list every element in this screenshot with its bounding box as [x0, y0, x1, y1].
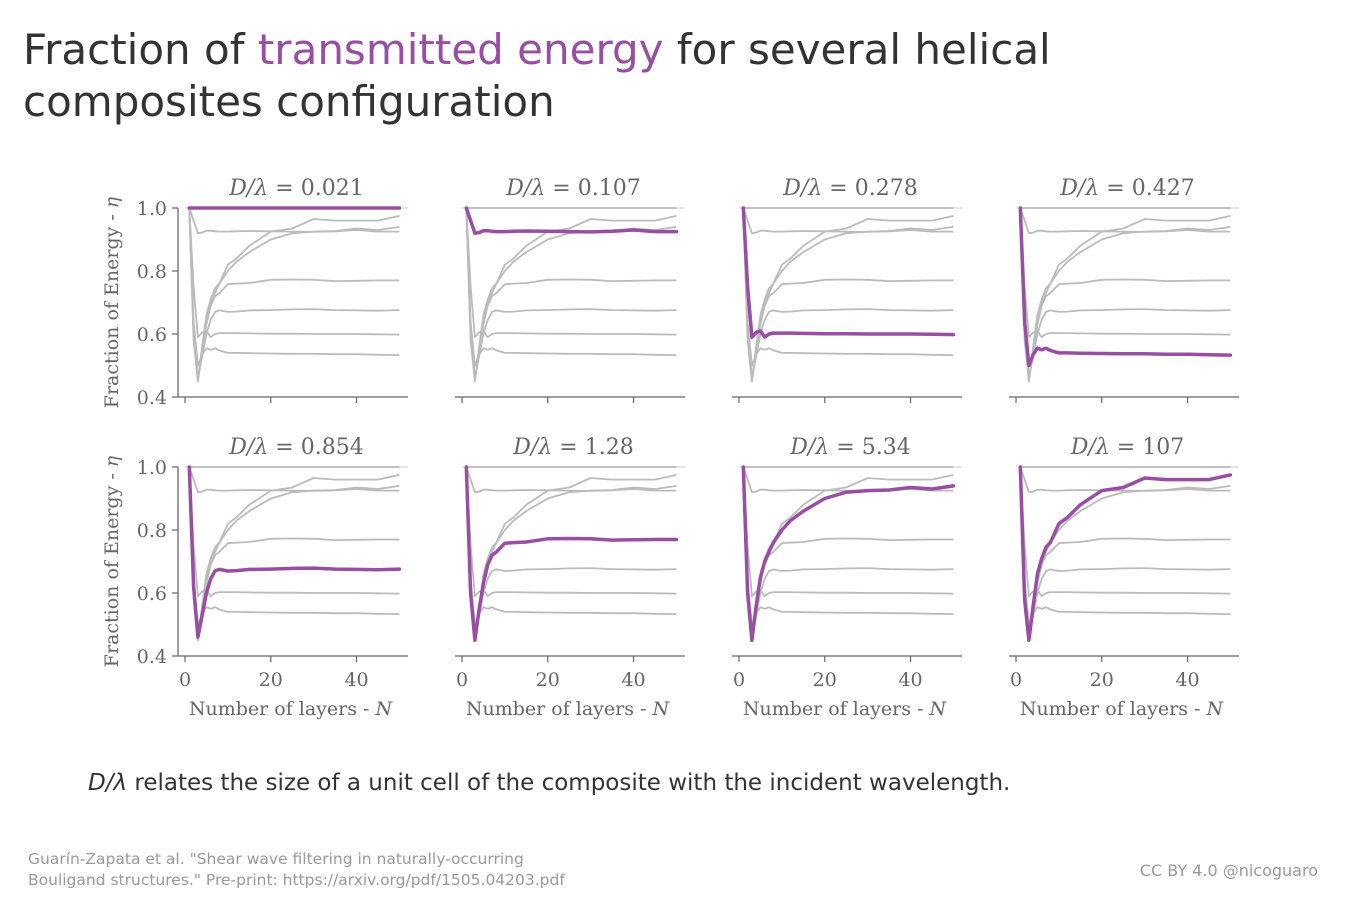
background-series-line — [742, 207, 954, 383]
reference-citation: Guarín-Zapata et al. "Shear wave filteri… — [28, 849, 648, 891]
panel-title: D/λ = 0.278 — [782, 176, 917, 201]
highlight-series-line — [464, 206, 679, 235]
y-tick-label: 0.4 — [137, 387, 167, 409]
y-axis-label: Fraction of Energy - η — [101, 196, 123, 408]
x-tick-label: 40 — [898, 669, 922, 691]
x-tick-label: 0 — [456, 669, 468, 691]
y-tick-label: 0.8 — [137, 261, 167, 283]
background-series-line — [188, 207, 400, 383]
background-series-line — [188, 207, 400, 339]
caption-symbol: D/λ — [88, 770, 128, 796]
x-tick-label: 0 — [733, 669, 745, 691]
y-tick-label: 0.6 — [137, 324, 167, 346]
license-credit: CC BY 4.0 @nicoguaro — [1139, 861, 1318, 880]
x-tick-label: 20 — [813, 669, 837, 691]
title-prefix: Fraction of — [23, 25, 258, 74]
highlight-series-line — [464, 465, 679, 643]
y-tick-label: 1.0 — [137, 457, 167, 479]
panel-3: D/λ = 0.278 — [732, 176, 962, 403]
panel-title: D/λ = 1.28 — [512, 435, 633, 460]
panel-6: 0 20 40 Number of layers - N D/λ = 1.28 — [455, 435, 685, 720]
chart-caption: D/λ relates the size of a unit cell of t… — [88, 770, 1010, 796]
highlight-series-line — [1018, 206, 1233, 368]
highlight-series-line — [741, 465, 956, 643]
background-series-line — [188, 466, 400, 598]
small-multiples-chart: 0.4 0.6 0.8 1.0 Fraction of Energy - η D/λ = … — [101, 176, 1239, 720]
background-series-line — [1019, 466, 1231, 598]
x-axis-label: Number of layers - N — [189, 698, 394, 720]
x-axis-label: Number of layers - N — [466, 698, 671, 720]
background-series-line — [465, 207, 677, 339]
highlight-series-line — [1018, 465, 1233, 643]
panel-1: 0.4 0.6 0.8 1.0 Fraction of Energy - η D/λ = … — [101, 176, 408, 409]
panel-5: 0 20 40 0.4 0.6 0.8 1.0 Fraction of Energy - η N… — [101, 435, 408, 720]
x-tick-label: 0 — [1010, 669, 1022, 691]
reference-line-1: Guarín-Zapata et al. "Shear wave filteri… — [28, 850, 524, 868]
chart-title: Fraction of transmitted energy for sever… — [23, 24, 1123, 128]
background-series-line — [465, 207, 677, 383]
panel-title: D/λ = 107 — [1070, 435, 1184, 460]
x-axis-label: Number of layers - N — [1020, 698, 1225, 720]
y-axis-label: Fraction of Energy - η — [101, 455, 123, 667]
x-tick-label: 40 — [344, 669, 368, 691]
panel-8: 0 20 40 Number of layers - N D/λ = 107 — [1009, 435, 1239, 720]
title-suffix: for several helical composites configura… — [23, 25, 1051, 126]
panel-4: D/λ = 0.427 — [1009, 176, 1239, 403]
panel-title: D/λ = 0.107 — [505, 176, 640, 201]
title-highlight: transmitted energy — [257, 25, 664, 74]
background-series-line — [1019, 207, 1231, 339]
highlight-series-line — [741, 206, 956, 339]
panel-title: D/λ = 0.021 — [228, 176, 363, 201]
background-series-line — [1019, 207, 1231, 383]
background-series-line — [742, 466, 954, 598]
panel-title: D/λ = 5.34 — [789, 435, 910, 460]
panel-title: D/λ = 0.427 — [1059, 176, 1194, 201]
panel-7: 0 20 40 Number of layers - N D/λ = 5.34 — [732, 435, 962, 720]
x-axis-label: Number of layers - N — [743, 698, 948, 720]
x-tick-label: 20 — [536, 669, 560, 691]
background-series-line — [465, 466, 677, 598]
caption-text: relates the size of a unit cell of the c… — [127, 770, 1011, 796]
x-tick-label: 40 — [1175, 669, 1199, 691]
y-tick-label: 0.4 — [137, 646, 167, 668]
y-tick-label: 1.0 — [137, 198, 167, 220]
panel-title: D/λ = 0.854 — [228, 435, 363, 460]
reference-line-2: Bouligand structures." Pre-print: https:… — [28, 871, 565, 889]
y-tick-label: 0.8 — [137, 520, 167, 542]
y-tick-label: 0.6 — [137, 583, 167, 605]
x-tick-label: 20 — [1090, 669, 1114, 691]
x-tick-label: 0 — [179, 669, 191, 691]
x-tick-label: 40 — [621, 669, 645, 691]
x-tick-label: 20 — [259, 669, 283, 691]
highlight-series-line — [187, 465, 402, 639]
panel-2: D/λ = 0.107 — [455, 176, 685, 403]
